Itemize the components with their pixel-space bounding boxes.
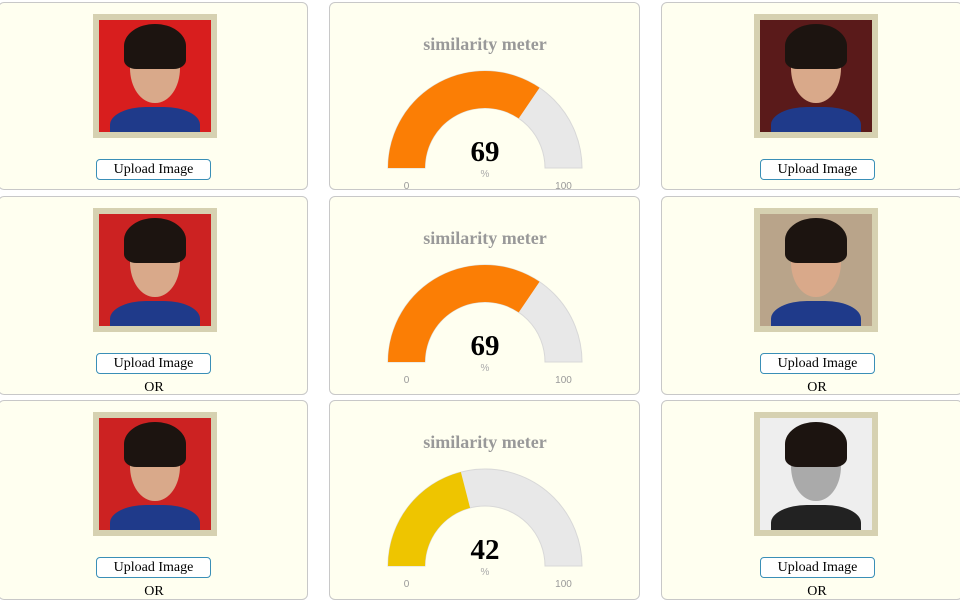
photo-body <box>771 107 861 132</box>
photo-body <box>110 301 200 326</box>
gauge-value: 69 <box>471 330 500 362</box>
photo-body <box>110 505 200 530</box>
meter-title: similarity meter <box>423 34 546 54</box>
gauge: similarity meter 42% 0 100 <box>387 432 583 590</box>
or-label: OR <box>807 380 827 395</box>
photo-hair <box>784 24 848 70</box>
gauge: similarity meter 69% 0 100 <box>387 34 583 190</box>
photo <box>760 214 872 326</box>
photo <box>99 20 211 132</box>
upload-button[interactable]: Upload Image <box>760 159 875 180</box>
photo-hair <box>784 218 848 264</box>
gauge-value: 42 <box>471 534 500 566</box>
meter-title: similarity meter <box>423 432 546 452</box>
photo-body <box>110 107 200 132</box>
gauge-min: 0 <box>404 181 410 190</box>
upload-button[interactable]: Upload Image <box>760 353 875 374</box>
left-panel: Upload Image OR <box>0 400 308 600</box>
right-panel: Upload Image OR <box>661 400 960 600</box>
gauge: similarity meter 69% 0 100 <box>387 228 583 386</box>
photo <box>760 20 872 132</box>
upload-button[interactable]: Upload Image <box>96 159 211 180</box>
or-label: OR <box>807 584 827 599</box>
right-panel: Upload Image OR <box>661 196 960 395</box>
photo-frame <box>93 14 217 138</box>
meter-panel: similarity meter 69% 0 100 <box>329 2 640 190</box>
gauge-unit: % <box>481 169 490 180</box>
photo <box>99 214 211 326</box>
upload-button[interactable]: Upload Image <box>96 353 211 374</box>
upload-button[interactable]: Upload Image <box>96 557 211 578</box>
photo-body <box>771 505 861 530</box>
photo-hair <box>784 422 848 468</box>
photo-frame <box>754 412 878 536</box>
meter-panel: similarity meter 69% 0 100 <box>329 196 640 395</box>
gauge-fill <box>388 265 540 362</box>
photo-frame <box>754 208 878 332</box>
gauge-unit: % <box>481 567 490 578</box>
or-label: OR <box>144 584 164 599</box>
gauge-value: 69 <box>471 136 500 168</box>
gauge-max: 100 <box>555 579 572 590</box>
left-panel: Upload Image <box>0 2 308 190</box>
upload-button[interactable]: Upload Image <box>760 557 875 578</box>
gauge-min: 0 <box>404 579 410 590</box>
left-panel: Upload Image OR <box>0 196 308 395</box>
gauge-fill <box>388 472 471 566</box>
or-label: OR <box>144 380 164 395</box>
photo-body <box>771 301 861 326</box>
gauge-max: 100 <box>555 181 572 190</box>
photo <box>760 418 872 530</box>
photo-frame <box>754 14 878 138</box>
meter-title: similarity meter <box>423 228 546 248</box>
gauge-min: 0 <box>404 375 410 386</box>
photo-frame <box>93 412 217 536</box>
meter-panel: similarity meter 42% 0 100 <box>329 400 640 600</box>
gauge-unit: % <box>481 363 490 374</box>
photo-frame <box>93 208 217 332</box>
right-panel: Upload Image <box>661 2 960 190</box>
gauge-fill <box>388 70 540 168</box>
gauge-max: 100 <box>555 375 572 386</box>
photo <box>99 418 211 530</box>
photo-hair <box>123 218 187 264</box>
photo-hair <box>123 422 187 468</box>
photo-hair <box>123 24 187 70</box>
